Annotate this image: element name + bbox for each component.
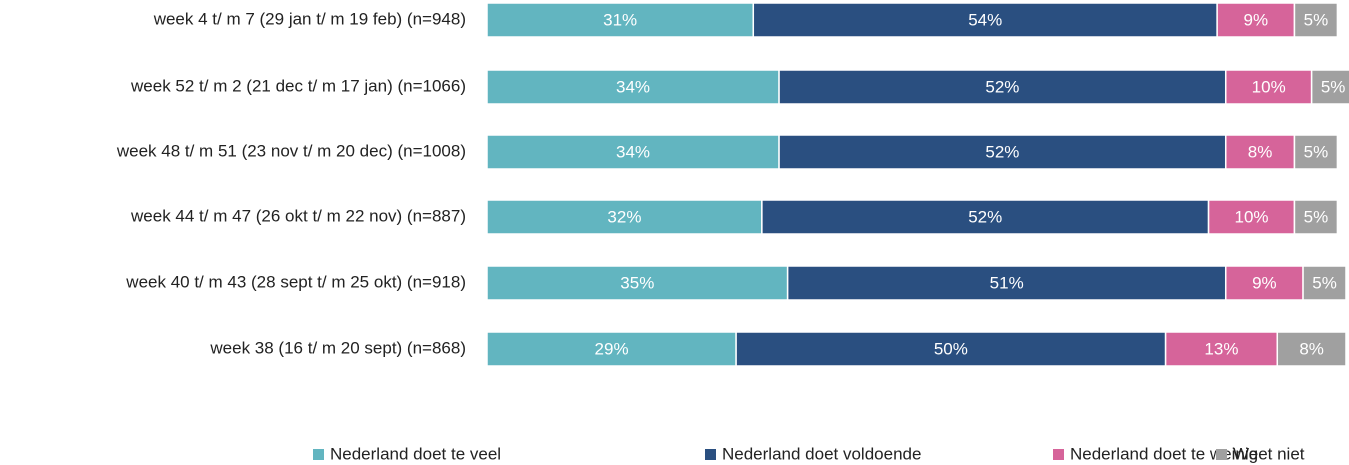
seg-label: 34% <box>616 142 650 161</box>
bar-segment <box>752 2 1218 38</box>
seg-label: 52% <box>985 142 1019 161</box>
seg-label: 31% <box>603 10 637 29</box>
legend-swatch <box>705 449 716 460</box>
seg-label: 5% <box>1304 207 1329 226</box>
legend-label: Nederland doet voldoende <box>722 444 921 463</box>
legend-swatch <box>1053 449 1064 460</box>
seg-label: 5% <box>1304 10 1329 29</box>
bar-segment <box>486 69 780 105</box>
seg-label: 9% <box>1244 10 1269 29</box>
category-label: week 38 (16 t/ m 20 sept) (n=868) <box>209 338 466 357</box>
seg-label: 5% <box>1312 273 1337 292</box>
seg-label: 54% <box>968 10 1002 29</box>
seg-label: 9% <box>1252 273 1277 292</box>
seg-label: 10% <box>1234 207 1268 226</box>
seg-label: 52% <box>985 77 1019 96</box>
seg-label: 10% <box>1252 77 1286 96</box>
seg-label: 29% <box>595 339 629 358</box>
bar-segment <box>1310 69 1349 105</box>
bar-segment <box>1224 265 1304 301</box>
seg-label: 8% <box>1299 339 1324 358</box>
seg-label: 5% <box>1304 142 1329 161</box>
category-label: week 4 t/ m 7 (29 jan t/ m 19 feb) (n=94… <box>153 9 466 28</box>
seg-label: 13% <box>1204 339 1238 358</box>
bar-segment <box>1276 331 1347 367</box>
seg-label: 35% <box>620 273 654 292</box>
bar-segment <box>1293 199 1339 235</box>
seg-label: 50% <box>934 339 968 358</box>
seg-label: 52% <box>968 207 1002 226</box>
bar-segment <box>761 199 1210 235</box>
bar-segment <box>486 331 737 367</box>
seg-label: 32% <box>607 207 641 226</box>
legend-label: Nederland doet te weinig <box>1070 444 1258 463</box>
seg-label: 5% <box>1321 77 1346 96</box>
seg-label: 51% <box>990 273 1024 292</box>
bar-segment <box>1224 69 1313 105</box>
seg-label: 8% <box>1248 142 1273 161</box>
category-label: week 44 t/ m 47 (26 okt t/ m 22 nov) (n=… <box>130 206 466 225</box>
bar-segment <box>735 331 1167 367</box>
bar-segment <box>1302 265 1347 301</box>
bar-segment <box>1293 134 1339 170</box>
category-label: week 40 t/ m 43 (28 sept t/ m 25 okt) (n… <box>125 272 466 291</box>
bar-segment <box>1164 331 1279 367</box>
bar-segment <box>486 199 763 235</box>
bar-segment <box>1293 2 1339 38</box>
bar-segment <box>1216 2 1296 38</box>
category-label: week 52 t/ m 2 (21 dec t/ m 17 jan) (n=1… <box>130 76 466 95</box>
bar-segment <box>778 134 1227 170</box>
bar-segment <box>1224 134 1296 170</box>
bar-segment <box>1207 199 1296 235</box>
legend-swatch <box>1216 449 1227 460</box>
legend-swatch <box>313 449 324 460</box>
legend-label: Nederland doet te veel <box>330 444 501 463</box>
category-label: week 48 t/ m 51 (23 nov t/ m 20 dec) (n=… <box>116 141 466 160</box>
bar-segment <box>486 2 755 38</box>
bar-segment <box>778 69 1227 105</box>
seg-label: 34% <box>616 77 650 96</box>
legend-label: Weet niet <box>1233 444 1305 463</box>
